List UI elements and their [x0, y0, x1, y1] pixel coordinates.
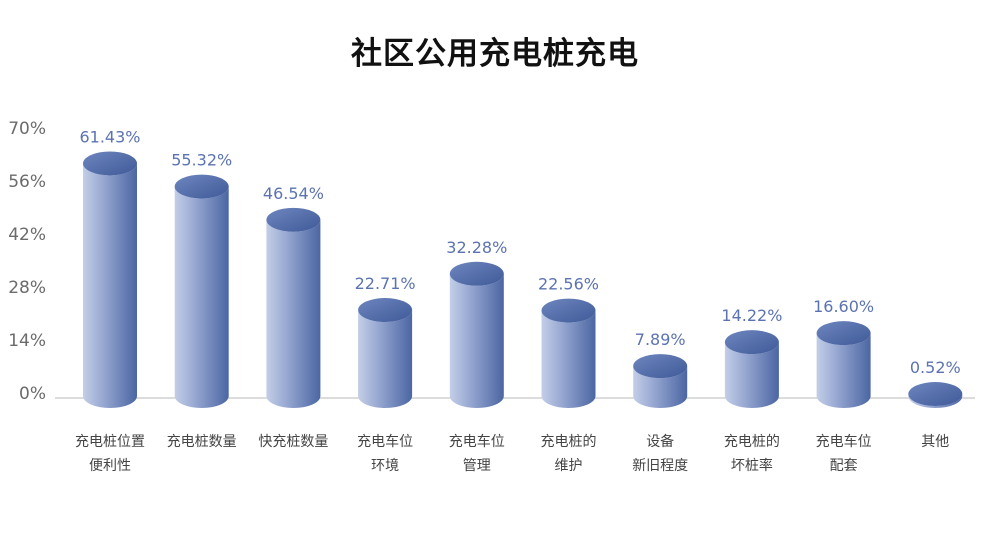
x-tick-label: 设备 [646, 433, 674, 450]
data-label: 16.60% [813, 297, 874, 316]
bar-cap [83, 151, 137, 176]
x-tick-label: 快充桩数量 [258, 433, 328, 450]
bar-cap [174, 174, 229, 199]
bar-cap [633, 354, 688, 379]
y-tick-label: 14% [8, 331, 46, 351]
x-tick-label: 其他 [921, 434, 949, 450]
bar-body [724, 342, 779, 408]
bar-body [816, 333, 871, 408]
x-tick-label: 充电车位 [816, 433, 872, 450]
data-label: 55.32% [171, 151, 232, 170]
bar [908, 382, 963, 408]
bar-cap [816, 321, 871, 346]
x-tick-label: 配套 [830, 458, 858, 474]
bar-cap [541, 298, 596, 323]
x-tick-label: 充电车位 [449, 433, 505, 450]
y-tick-label: 28% [8, 278, 46, 298]
bar-body [541, 310, 596, 408]
data-label: 46.54% [263, 184, 324, 203]
bar-cap [449, 261, 504, 286]
x-tick-label: 充电车位 [357, 433, 413, 450]
bar-cap [358, 298, 413, 323]
y-tick-label: 0% [19, 384, 46, 404]
bar [449, 261, 504, 408]
data-label: 0.52% [910, 358, 961, 377]
x-tick-label: 充电桩数量 [167, 433, 237, 450]
bar [174, 174, 229, 408]
bar-body [633, 366, 688, 408]
data-label: 22.71% [355, 274, 416, 293]
data-label: 61.43% [79, 127, 140, 146]
x-tick-label: 便利性 [89, 458, 131, 474]
bar [83, 151, 137, 408]
bar-cap [266, 207, 321, 232]
bar-body [83, 163, 137, 408]
x-tick-label: 管理 [463, 458, 491, 474]
chart-title: 社区公用充电桩充电 [351, 36, 639, 72]
bar-body [174, 186, 229, 408]
bar [541, 298, 596, 408]
x-tick-label: 维护 [555, 458, 583, 474]
bar-body [358, 310, 413, 408]
y-tick-label: 70% [8, 119, 46, 139]
data-label: 14.22% [721, 306, 782, 325]
y-tick-label: 42% [8, 225, 46, 245]
bar [358, 298, 413, 408]
bar-body [449, 273, 504, 408]
bar-cap [908, 382, 963, 407]
data-label: 22.56% [538, 275, 599, 294]
bar [724, 330, 779, 408]
bar-body [266, 219, 321, 408]
x-tick-label: 充电桩位置 [75, 433, 145, 450]
data-label: 32.28% [446, 238, 507, 257]
x-tick-label: 充电桩的 [724, 433, 780, 450]
bar [816, 321, 871, 408]
bar-cap [724, 330, 779, 355]
y-tick-label: 56% [8, 172, 46, 192]
bar [266, 207, 321, 408]
bar [633, 354, 688, 408]
data-label: 7.89% [635, 330, 686, 349]
x-tick-label: 充电桩的 [541, 433, 597, 450]
bar-body [908, 394, 963, 408]
x-tick-label: 环境 [371, 458, 399, 474]
x-tick-label: 坏桩率 [731, 457, 773, 474]
x-tick-label: 新旧程度 [632, 458, 688, 474]
